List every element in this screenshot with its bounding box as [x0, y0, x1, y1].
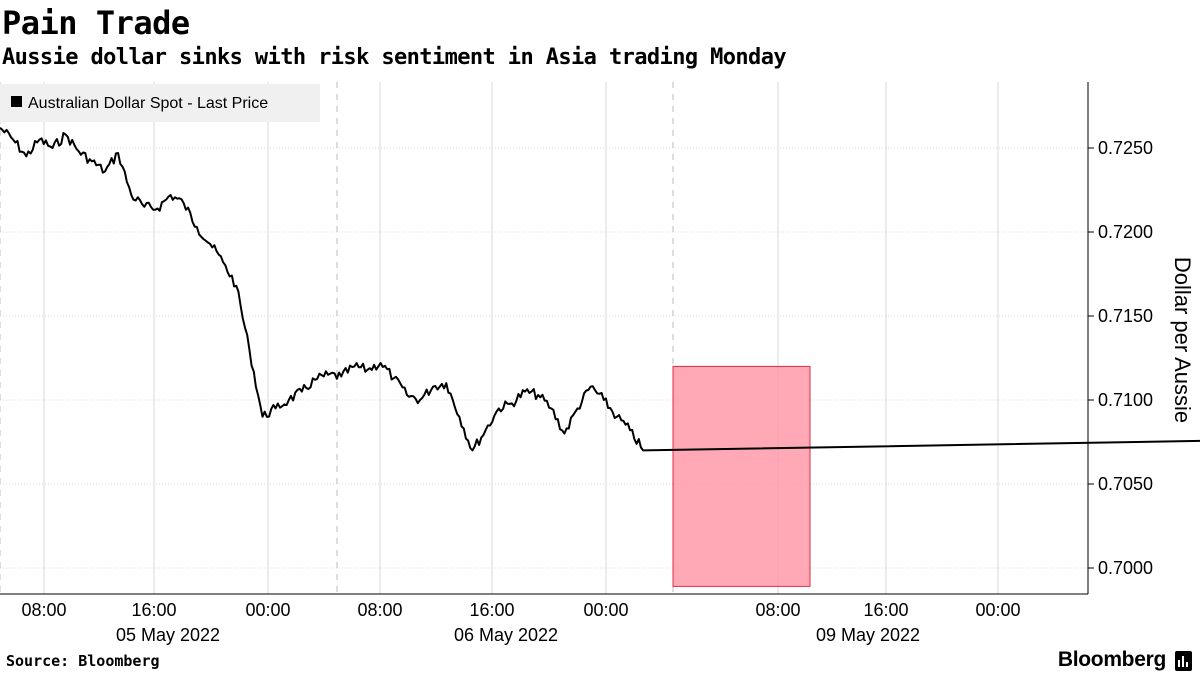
- data-point: [537, 394, 539, 396]
- data-point: [183, 202, 185, 204]
- data-point: [104, 170, 106, 172]
- data-point: [511, 402, 513, 404]
- y-tick-label: 0.7150: [1098, 306, 1153, 326]
- data-point: [156, 207, 158, 209]
- brand-logo: Bloomberg: [1057, 648, 1166, 671]
- data-point: [130, 194, 132, 196]
- x-tick-label: 08:00: [755, 600, 800, 620]
- y-tick-label: 0.7000: [1098, 558, 1153, 578]
- data-point: [445, 382, 447, 384]
- x-tick-label: 00:00: [975, 600, 1020, 620]
- data-point: [471, 449, 473, 451]
- data-point: [25, 155, 27, 157]
- data-point: [288, 399, 290, 401]
- x-tick-label: 16:00: [469, 600, 514, 620]
- data-point: [642, 449, 644, 451]
- x-tick-label: 00:00: [245, 600, 290, 620]
- data-point: [616, 416, 618, 418]
- data-point: [274, 407, 276, 409]
- data-point: [235, 285, 237, 287]
- data-point: [12, 138, 14, 140]
- data-point: [169, 194, 171, 196]
- data-point: [366, 369, 368, 371]
- x-tick-label: 08:00: [21, 600, 66, 620]
- data-point: [248, 348, 250, 350]
- data-point: [379, 362, 381, 364]
- data-point: [419, 399, 421, 401]
- x-tick-label: 16:00: [131, 600, 176, 620]
- data-point: [458, 416, 460, 418]
- x-date-label: 09 May 2022: [816, 625, 920, 645]
- x-tick-label: 16:00: [863, 600, 908, 620]
- data-point: [353, 365, 355, 367]
- legend-swatch: [11, 96, 22, 107]
- highlight-box: [672, 365, 811, 587]
- bloomberg-chart-icon: [1175, 651, 1192, 671]
- data-point: [91, 160, 93, 162]
- data-point: [498, 407, 500, 409]
- data-point: [563, 432, 565, 434]
- data-point: [576, 407, 578, 409]
- data-point: [38, 138, 40, 140]
- data-point: [432, 385, 434, 387]
- data-point: [196, 226, 198, 228]
- data-point: [314, 379, 316, 381]
- chart-subtitle: Aussie dollar sinks with risk sentiment …: [2, 45, 787, 70]
- data-point: [117, 152, 119, 154]
- data-point: [51, 147, 53, 149]
- data-point: [301, 390, 303, 392]
- x-tick-label: 00:00: [583, 600, 628, 620]
- data-point: [524, 390, 526, 392]
- source-note: Source: Bloomberg: [6, 652, 160, 670]
- data-point: [327, 374, 329, 376]
- data-point: [589, 385, 591, 387]
- aud-price-line: [0, 127, 1200, 452]
- data-point: [143, 206, 145, 208]
- y-tick-label: 0.7200: [1098, 222, 1153, 242]
- data-point: [222, 261, 224, 263]
- data-point: [78, 150, 80, 152]
- data-point: [261, 416, 263, 418]
- data-point: [406, 394, 408, 396]
- data-point: [393, 377, 395, 379]
- y-axis-title: Dollar per Aussie: [1170, 257, 1195, 423]
- legend-label: Australian Dollar Spot - Last Price: [28, 95, 268, 112]
- y-tick-label: 0.7050: [1098, 474, 1153, 494]
- x-tick-label: 08:00: [357, 600, 402, 620]
- data-point: [209, 243, 211, 245]
- legend-box: [0, 84, 320, 122]
- data-point: [64, 133, 66, 135]
- chart-title: Pain Trade: [2, 4, 190, 42]
- data-point: [603, 399, 605, 401]
- x-date-label: 05 May 2022: [116, 625, 220, 645]
- x-date-label: 06 May 2022: [454, 625, 558, 645]
- y-tick-label: 0.7250: [1098, 138, 1153, 158]
- data-point: [340, 375, 342, 377]
- data-point: [484, 429, 486, 431]
- y-tick-label: 0.7100: [1098, 390, 1153, 410]
- data-point: [550, 407, 552, 409]
- data-point: [629, 429, 631, 431]
